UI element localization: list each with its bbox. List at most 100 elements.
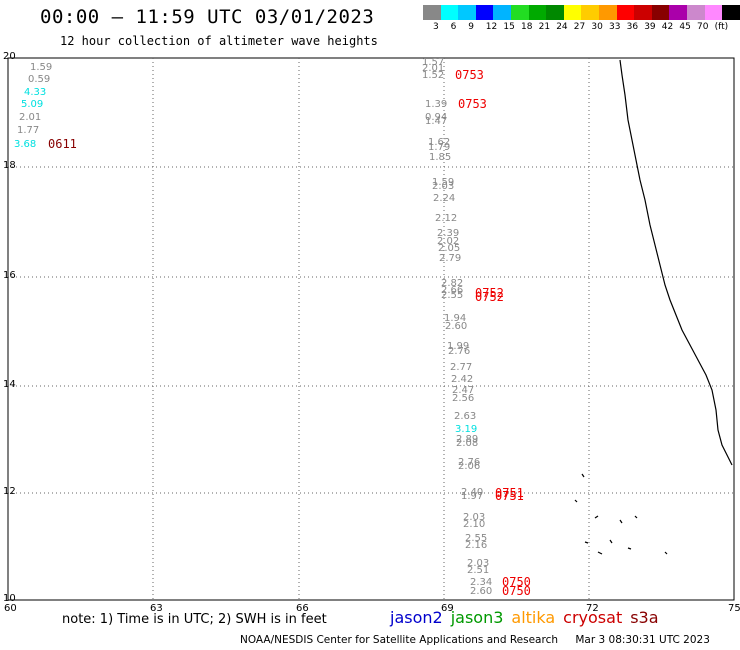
lon-tick-label: 66	[296, 603, 309, 614]
colorbar-label: 15	[503, 22, 515, 32]
note-text: note: 1) Time is in UTC; 2) SWH is in fe…	[62, 612, 327, 627]
swh-value: 2.12	[435, 213, 457, 224]
lon-tick-label: 60	[4, 603, 17, 614]
swh-value: 2.05	[438, 243, 460, 254]
lon-tick-label: 69	[441, 603, 454, 614]
swh-value: 1.57	[422, 57, 444, 68]
main-track-values: 1.572.011.52 1.39 1.470.94 1.621.791.85 1.59…	[422, 57, 492, 597]
colorbar-swatch	[563, 5, 582, 20]
swh-value: 2.08	[456, 438, 478, 449]
map-frame	[7, 57, 735, 601]
swh-value: 2.03	[432, 181, 454, 192]
lat-tick-label: 18	[3, 160, 16, 171]
colorbar-swatch	[423, 5, 441, 20]
swh-value: 2.66	[441, 285, 463, 296]
map-title: 00:00 – 11:59 UTC 03/01/2023	[40, 6, 375, 28]
colorbar-label: 45	[679, 22, 691, 32]
colorbar-swatch	[634, 5, 652, 20]
colorbar-label: 70	[697, 22, 709, 32]
swh-value: 2.82	[441, 278, 463, 289]
colorbar-swatch	[528, 5, 547, 20]
colorbar-swatch	[440, 5, 459, 20]
colorbar-swatch	[581, 5, 599, 20]
swh-value: 2.01	[422, 63, 444, 74]
grid-lines	[8, 58, 734, 600]
satellite-legend-altika: altika	[511, 608, 556, 627]
colorbar-swatch	[598, 5, 617, 20]
colorbar-label: 6	[450, 22, 457, 32]
swh-value: 2.40	[461, 487, 483, 498]
colorbar-swatch	[651, 5, 670, 20]
swh-value: 2.16	[465, 540, 487, 551]
lat-tick-label: 16	[3, 270, 16, 281]
time-label: 0752	[475, 286, 504, 300]
satellite-legend-jason2: jason2	[390, 608, 443, 627]
colorbar-label: 36	[626, 22, 639, 32]
swh-value: 2.02	[437, 236, 459, 247]
swh-value: 1.79	[428, 142, 450, 153]
swh-value: 4.33	[24, 87, 46, 98]
satellite-legend-s3a: s3a	[630, 608, 659, 627]
swh-value: 2.79	[439, 253, 461, 264]
swh-value: 2.51	[467, 565, 489, 576]
satellite-legend: jason2 jason3 altika cryosat s3a	[390, 608, 667, 627]
colorbar-swatch	[686, 5, 705, 20]
swh-value: 3.19	[455, 424, 477, 435]
colorbar-swatch	[669, 5, 687, 20]
swh-value: 2.76	[458, 457, 480, 468]
satellite-legend-cryosat: cryosat	[563, 608, 623, 627]
swh-value: 1.99	[447, 341, 469, 352]
time-label: 0753	[458, 97, 487, 111]
swh-value: 2.89	[456, 434, 478, 445]
colorbar-label: 18	[521, 22, 533, 32]
colorbar-swatch	[510, 5, 529, 20]
lon-tick-label: 75	[728, 603, 740, 614]
coastline	[619, 59, 733, 466]
swh-value: 2.03	[463, 512, 485, 523]
time-label: 0753	[455, 68, 484, 82]
time-label: 0751	[495, 486, 524, 500]
swh-value: 2.42	[451, 374, 473, 385]
colorbar-swatch	[546, 5, 564, 20]
swh-value: 2.60	[445, 321, 467, 332]
colorbar-swatch	[616, 5, 635, 20]
satellite-legend-jason3: jason3	[450, 608, 504, 627]
islands	[574, 473, 668, 555]
swh-value: 2.01	[19, 112, 41, 123]
time-label: 0750	[502, 575, 531, 589]
swh-value: 1.59	[30, 62, 52, 73]
swh-value: 2.76	[448, 346, 470, 357]
swh-value: 1.85	[429, 152, 451, 163]
swh-value: 2.47	[452, 385, 474, 396]
colorbar-label: 21	[538, 22, 551, 32]
time-label: 0751	[495, 489, 524, 503]
swh-value: 0.94	[425, 112, 447, 123]
swh-value: 1.39	[425, 99, 447, 110]
colorbar-swatch	[493, 5, 511, 20]
colorbar-swatch	[458, 5, 476, 20]
swh-value: 2.34	[470, 577, 492, 588]
colorbar	[423, 5, 740, 20]
colorbar-label: (ft)	[714, 22, 729, 32]
colorbar-label: 24	[556, 22, 568, 32]
colorbar-swatch	[704, 5, 723, 20]
swh-value: 0.59	[28, 74, 50, 85]
swh-value: 1.97	[461, 491, 483, 502]
swh-value: 2.06	[458, 461, 480, 472]
colorbar-label: 3	[433, 22, 439, 32]
lat-tick-label: 14	[3, 379, 16, 390]
footer-credit: NOAA/NESDIS Center for Satellite Applica…	[240, 634, 558, 646]
swh-value: 2.24	[433, 193, 455, 204]
swh-value: 1.52	[422, 70, 444, 81]
colorbar-swatch	[722, 5, 740, 20]
footer: NOAA/NESDIS Center for Satellite Applica…	[240, 634, 710, 646]
colorbar-label: 27	[573, 22, 586, 32]
swh-value: 2.60	[470, 586, 492, 597]
colorbar-label: 12	[485, 22, 498, 32]
swh-value: 3.68	[14, 139, 36, 150]
time-label: 0752	[475, 290, 504, 304]
lat-tick-label: 12	[3, 486, 16, 497]
time-label: 0611	[48, 137, 77, 151]
